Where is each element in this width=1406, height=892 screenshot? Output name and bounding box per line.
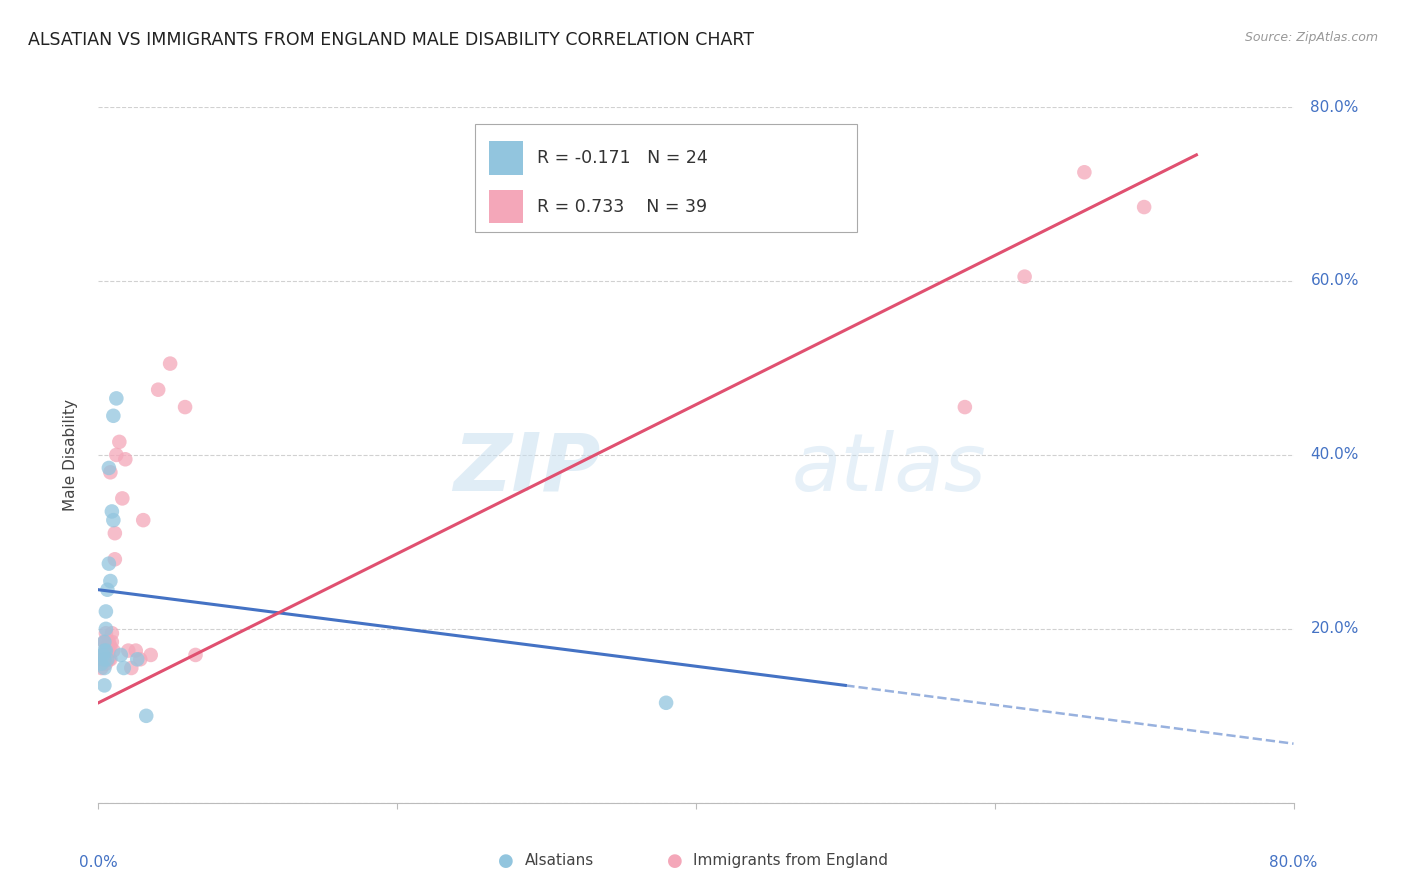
Point: [104, 552, 127, 566]
Text: R = 0.733    N = 39: R = 0.733 N = 39: [537, 197, 707, 216]
Point: [1073, 165, 1095, 179]
Point: [127, 652, 149, 666]
Point: [98, 466, 122, 480]
Text: ALSATIAN VS IMMIGRANTS FROM ENGLAND MALE DISABILITY CORRELATION CHART: ALSATIAN VS IMMIGRANTS FROM ENGLAND MALE…: [28, 31, 754, 49]
Point: [98, 574, 122, 588]
Point: [120, 661, 142, 675]
Point: [108, 434, 131, 449]
Point: [93, 635, 115, 649]
Point: [93, 635, 115, 649]
Point: [94, 626, 117, 640]
Point: [117, 643, 139, 657]
Point: [91, 652, 114, 666]
Point: [129, 652, 152, 666]
Text: atlas: atlas: [792, 430, 987, 508]
Point: [94, 643, 117, 657]
Point: [148, 383, 170, 397]
Point: [105, 392, 128, 406]
Point: [103, 513, 125, 527]
Point: [103, 409, 125, 423]
Point: [1014, 269, 1036, 284]
Point: [94, 605, 117, 619]
Point: [97, 643, 120, 657]
Point: [97, 635, 120, 649]
Text: 20.0%: 20.0%: [1310, 622, 1358, 636]
Point: [96, 643, 118, 657]
Point: [97, 652, 120, 666]
Point: [101, 635, 124, 649]
Point: [96, 582, 118, 597]
Bar: [489, 190, 523, 223]
Point: [93, 652, 115, 666]
Y-axis label: Male Disability: Male Disability: [63, 399, 77, 511]
Point: [1133, 200, 1156, 214]
Text: 80.0%: 80.0%: [1310, 100, 1358, 114]
Point: [953, 400, 976, 414]
Point: [93, 678, 115, 692]
Point: [655, 696, 678, 710]
Point: [97, 557, 120, 571]
Point: [94, 622, 117, 636]
Point: [90, 661, 112, 675]
Point: [94, 643, 117, 657]
Point: [125, 643, 148, 657]
Text: Alsatians: Alsatians: [524, 854, 593, 868]
Text: ZIP: ZIP: [453, 430, 600, 508]
Point: [159, 357, 181, 371]
Text: 0.0%: 0.0%: [79, 855, 118, 870]
Point: [103, 643, 125, 657]
Point: [101, 504, 124, 518]
Point: [94, 635, 117, 649]
Point: [110, 648, 132, 662]
Point: [184, 648, 207, 662]
Text: ●: ●: [498, 852, 515, 870]
Point: [93, 661, 115, 675]
Point: [112, 661, 135, 675]
Point: [93, 643, 115, 657]
Point: [90, 657, 112, 671]
Point: [98, 639, 122, 653]
Point: [96, 639, 118, 653]
Point: [139, 648, 162, 662]
Point: [174, 400, 197, 414]
Text: 40.0%: 40.0%: [1310, 448, 1358, 462]
Point: [96, 652, 118, 666]
Point: [98, 652, 122, 666]
Point: [135, 708, 157, 723]
Point: [91, 648, 114, 662]
Point: [132, 513, 155, 527]
Point: [93, 648, 115, 662]
Text: Immigrants from England: Immigrants from England: [693, 854, 889, 868]
Point: [104, 526, 127, 541]
Bar: [489, 141, 523, 175]
Text: 60.0%: 60.0%: [1310, 274, 1358, 288]
FancyBboxPatch shape: [475, 124, 858, 232]
Text: R = -0.171   N = 24: R = -0.171 N = 24: [537, 149, 707, 167]
Text: 80.0%: 80.0%: [1270, 855, 1317, 870]
Text: ●: ●: [666, 852, 683, 870]
Point: [114, 452, 136, 467]
Point: [111, 491, 134, 506]
Point: [101, 626, 124, 640]
Text: Source: ZipAtlas.com: Source: ZipAtlas.com: [1244, 31, 1378, 45]
Point: [94, 657, 117, 671]
Point: [105, 448, 128, 462]
Point: [97, 461, 120, 475]
